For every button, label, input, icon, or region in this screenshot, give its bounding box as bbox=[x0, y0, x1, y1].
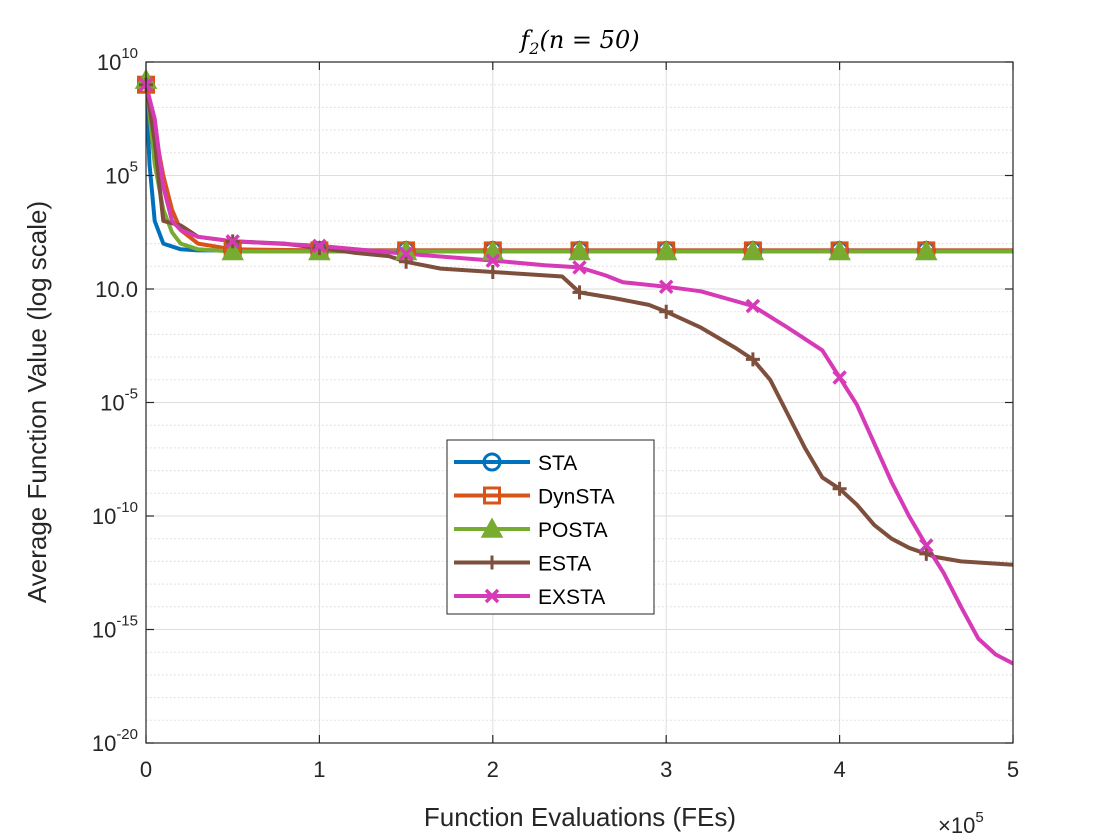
series-marker-esta bbox=[745, 352, 760, 367]
y-tick-label-exp: -15 bbox=[116, 613, 138, 630]
legend-label-posta: POSTA bbox=[538, 519, 608, 542]
series-marker-exsta bbox=[398, 246, 414, 262]
series-marker-posta bbox=[915, 240, 938, 261]
series-marker-exsta bbox=[919, 538, 934, 553]
y-tick-label-base: 10 bbox=[105, 164, 129, 189]
legend-marker-sta bbox=[482, 452, 502, 472]
y-tick-label: 105 bbox=[105, 159, 138, 189]
y-tick-label: 1010 bbox=[97, 45, 138, 75]
series-marker-posta bbox=[741, 240, 765, 261]
series-marker-posta bbox=[568, 240, 591, 261]
y-tick-label-exp: -5 bbox=[125, 386, 138, 403]
y-tick-label: 10-10 bbox=[92, 499, 138, 529]
y-tick-label: 10.0 bbox=[95, 277, 138, 302]
legend-marker-exsta bbox=[484, 588, 500, 604]
y-tick-label-exp: 5 bbox=[130, 159, 138, 176]
y-tick-label-base: 10 bbox=[97, 50, 121, 75]
legend-label-sta: STA bbox=[538, 452, 577, 475]
y-tick-label: 10-5 bbox=[100, 386, 138, 416]
series-marker-exsta bbox=[225, 234, 240, 249]
chart-title: f2(n = 50) bbox=[518, 26, 639, 58]
x-multiplier: ×105 bbox=[938, 809, 984, 838]
legend: STA DynSTA POSTA ESTA EXSTA bbox=[446, 439, 655, 615]
legend-marker-esta bbox=[485, 555, 499, 570]
series-marker-exsta bbox=[658, 279, 674, 294]
marker-layer bbox=[134, 68, 938, 561]
series-marker-exsta bbox=[312, 238, 327, 254]
chart-title-tail: (n = 50) bbox=[539, 26, 639, 54]
x-tick-label: 3 bbox=[660, 757, 672, 782]
y-tick-label-base: 10 bbox=[100, 391, 124, 416]
y-tick-label-base: 10 bbox=[92, 731, 116, 756]
x-tick-label: 2 bbox=[487, 757, 499, 782]
y-tick-label-base: 10 bbox=[92, 504, 116, 529]
series-marker-posta bbox=[828, 240, 851, 261]
y-tick-label-exp: -10 bbox=[116, 499, 138, 516]
series-marker-esta bbox=[572, 285, 587, 300]
series-marker-esta bbox=[399, 254, 414, 269]
series-marker-esta bbox=[832, 481, 847, 496]
legend-label-exsta: EXSTA bbox=[538, 586, 605, 609]
y-tick-label-exp: 10 bbox=[121, 45, 138, 62]
y-tick-label-base: 10 bbox=[92, 618, 116, 643]
x-tick-label: 5 bbox=[1007, 757, 1019, 782]
x-tick-label: 4 bbox=[833, 757, 845, 782]
series-marker-exsta bbox=[745, 298, 761, 314]
x-multiplier-exp: 5 bbox=[975, 809, 983, 826]
series-marker-esta bbox=[485, 264, 500, 279]
y-tick-label: 10-20 bbox=[92, 726, 138, 756]
legend-label-esta: ESTA bbox=[538, 553, 591, 576]
series-marker-exsta bbox=[572, 260, 587, 275]
series-marker-posta bbox=[221, 240, 244, 261]
chart-title-subscript: 2 bbox=[528, 39, 539, 58]
y-tick-label-plain: 10.0 bbox=[95, 277, 138, 302]
y-axis-label: Average Function Value (log scale) bbox=[22, 201, 52, 603]
y-tick-label-exp: -20 bbox=[116, 726, 138, 743]
series-marker-exsta bbox=[832, 370, 847, 385]
series-marker-posta bbox=[654, 240, 678, 261]
y-tick-label: 10-15 bbox=[92, 613, 138, 643]
legend-marker-posta bbox=[480, 517, 504, 538]
x-axis-label: Function Evaluations (FEs) bbox=[424, 802, 736, 832]
series-marker-exsta bbox=[485, 253, 501, 268]
series-marker-esta bbox=[919, 546, 934, 561]
x-multiplier-base: ×10 bbox=[938, 813, 975, 838]
legend-label-dynsta: DynSTA bbox=[538, 486, 615, 509]
legend-marker-dynsta bbox=[483, 486, 501, 505]
axis-ticks bbox=[145, 61, 1014, 744]
series-marker-esta bbox=[659, 304, 674, 319]
x-tick-labels: 0 1 2 3 4 5 bbox=[140, 757, 1019, 782]
x-tick-label: 0 bbox=[140, 757, 152, 782]
x-tick-label: 1 bbox=[313, 757, 325, 782]
